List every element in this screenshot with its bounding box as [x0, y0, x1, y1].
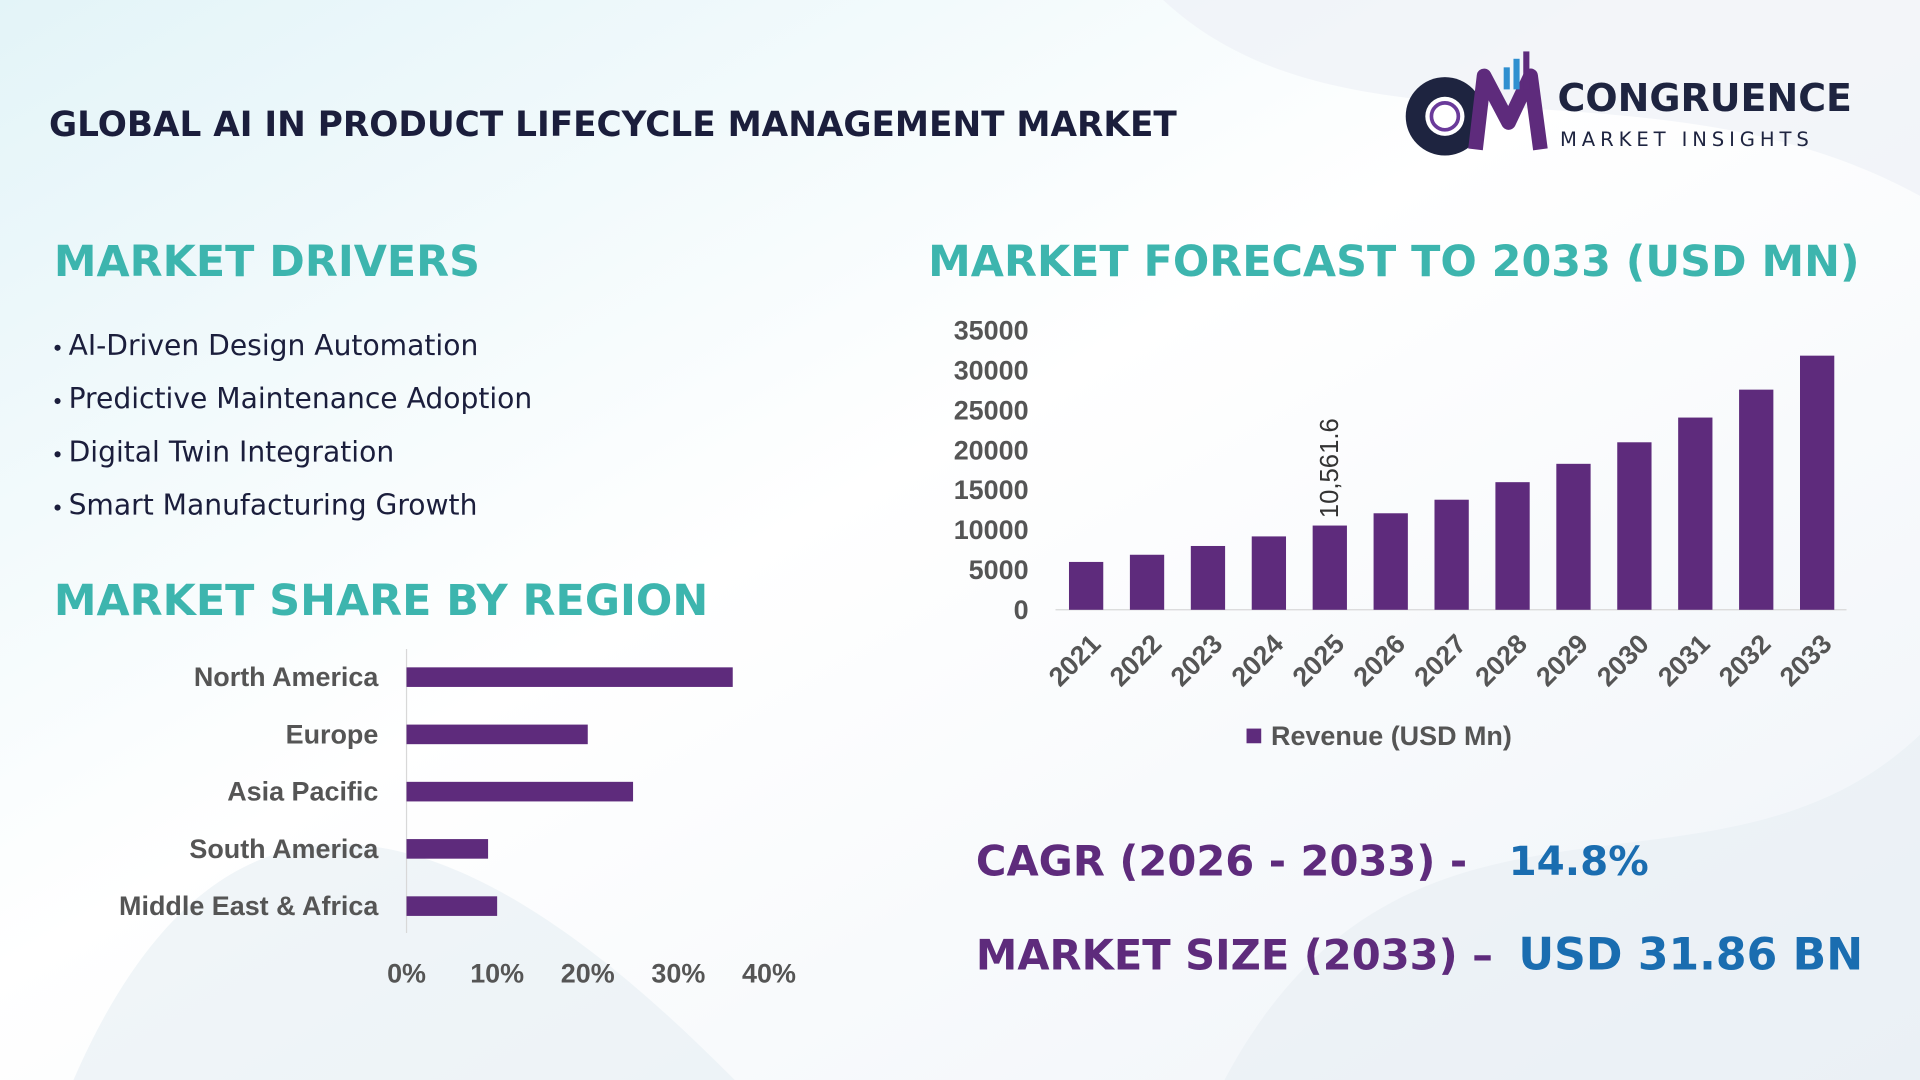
logo: CONGRUENCE MARKET INSIGHTS — [1405, 51, 1852, 156]
y-tick-label: 15000 — [954, 475, 1029, 505]
x-tick-label: 20% — [561, 958, 615, 988]
cagr-value: 14.8% — [1509, 837, 1649, 885]
y-tick-label: Middle East & Africa — [119, 891, 379, 921]
driver-list: AI-Driven Design Automation Predictive Ma… — [54, 329, 532, 522]
bar — [1739, 389, 1774, 610]
x-tick-label: 40% — [742, 958, 796, 988]
bullet — [54, 504, 61, 511]
x-tick-label: 10% — [470, 958, 524, 988]
y-tick-label: 10000 — [954, 515, 1029, 545]
bar — [1312, 525, 1347, 610]
bar — [1617, 442, 1652, 610]
section-title: MARKET DRIVERS — [54, 237, 480, 287]
bar — [406, 896, 498, 916]
bullet — [54, 451, 61, 458]
decor-wave — [73, 844, 735, 1080]
bar — [406, 839, 489, 859]
driver-item: Smart Manufacturing Growth — [69, 489, 478, 522]
x-tick-label: 0% — [387, 958, 426, 988]
data-label: 10,561.6 — [1316, 418, 1344, 518]
bar — [1495, 482, 1530, 610]
bar — [1251, 536, 1287, 610]
bar — [1556, 463, 1591, 610]
bar — [1373, 513, 1408, 610]
logo-bar — [1523, 51, 1530, 90]
brand-subtitle: MARKET INSIGHTS — [1560, 128, 1814, 151]
bar — [406, 724, 588, 745]
y-tick-label: 25000 — [954, 395, 1029, 425]
driver-item: AI-Driven Design Automation — [69, 329, 479, 362]
bar — [406, 781, 634, 802]
bullet — [54, 344, 61, 351]
bar — [1190, 545, 1226, 610]
market-size-value: USD 31.86 BN — [1518, 930, 1863, 981]
bar — [1800, 355, 1835, 610]
bar — [1068, 561, 1104, 610]
logo-bar — [1503, 67, 1510, 90]
bar — [1129, 554, 1165, 610]
y-tick-label: Europe — [286, 719, 379, 749]
region-chart: 0% 10% 20% 30% 40% North America Europe Asia Pa… — [119, 648, 796, 988]
cagr-label: CAGR (2026 - 2033) - — [976, 836, 1467, 885]
logo-globe-line — [1429, 101, 1461, 132]
y-tick-label: North America — [194, 662, 380, 692]
brand-name: CONGRUENCE — [1558, 76, 1852, 120]
bar — [1678, 417, 1713, 610]
y-tick-label: 5000 — [969, 555, 1029, 585]
market-size-label: MARKET SIZE (2033) – — [976, 931, 1493, 980]
y-tick-label: 20000 — [954, 435, 1029, 465]
driver-item: Digital Twin Integration — [69, 435, 395, 468]
bullet — [54, 397, 61, 405]
x-tick-label: 30% — [651, 958, 705, 988]
decor-wave — [1163, 0, 1920, 196]
bar — [406, 667, 733, 687]
section-title: MARKET FORECAST TO 2033 (USD MN) — [928, 237, 1859, 287]
decor-wave — [1224, 734, 1920, 1080]
y-tick-label: 30000 — [954, 355, 1029, 385]
y-tick-label: 0 — [1014, 595, 1029, 625]
section-title: MARKET SHARE BY REGION — [54, 576, 708, 626]
y-tick-label: South America — [189, 834, 379, 864]
legend-swatch — [1246, 728, 1262, 744]
y-tick-label: 35000 — [954, 316, 1029, 346]
driver-item: Predictive Maintenance Adoption — [69, 382, 533, 415]
logo-m — [1468, 68, 1548, 151]
page-title: GLOBAL AI IN PRODUCT LIFECYCLE MANAGEMEN… — [49, 105, 1177, 145]
legend-label: Revenue (USD Mn) — [1271, 721, 1512, 751]
bar — [1434, 499, 1469, 610]
y-tick-label: Asia Pacific — [227, 777, 378, 807]
logo-bar — [1513, 58, 1520, 90]
